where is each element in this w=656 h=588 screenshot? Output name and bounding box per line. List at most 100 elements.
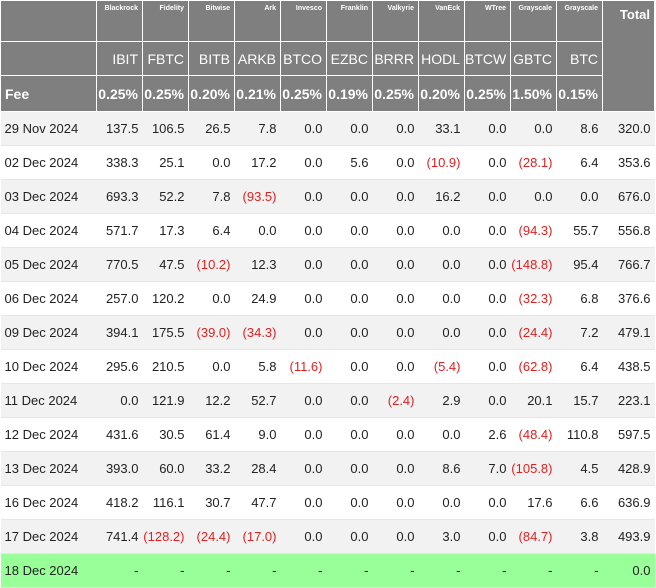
row-date: 04 Dec 2024	[0, 213, 97, 248]
flow-cell: 741.4	[96, 519, 143, 554]
flow-cell: 0.0	[280, 179, 327, 214]
flow-cell: -	[418, 553, 465, 588]
flow-cell: 0.0	[280, 485, 327, 520]
flow-cell: 137.5	[96, 111, 143, 146]
flow-cell: (84.7)	[510, 519, 557, 554]
flow-cell: 0.0	[280, 519, 327, 554]
flow-cell: 0.0	[464, 315, 511, 350]
flow-cell: (24.4)	[188, 519, 235, 554]
flow-cell: (39.0)	[188, 315, 235, 350]
row-date: 12 Dec 2024	[0, 417, 97, 452]
flow-cell: 0.0	[464, 145, 511, 180]
flow-cell: 28.4	[234, 451, 281, 486]
flow-cell: 2.9	[418, 383, 465, 418]
flow-cell: 30.5	[142, 417, 189, 452]
flow-cell: 0.0	[510, 111, 557, 146]
flow-cell: 0.0	[326, 451, 373, 486]
ticker-symbol: BRRR	[372, 41, 419, 76]
flow-cell: -	[234, 553, 281, 588]
row-total: 438.5	[602, 349, 655, 384]
flow-cell: 6.8	[556, 281, 603, 316]
flow-cell: 0.0	[418, 281, 465, 316]
flow-cell: 12.2	[188, 383, 235, 418]
flow-cell: 0.0	[372, 349, 419, 384]
flow-cell: 0.0	[372, 315, 419, 350]
flow-cell: 338.3	[96, 145, 143, 180]
issuer-name: Fidelity	[142, 0, 189, 42]
flow-cell: (34.3)	[234, 315, 281, 350]
issuer-name: Valkyrie	[372, 0, 419, 42]
flow-cell: 0.0	[280, 451, 327, 486]
table-row: 13 Dec 2024 393.0 60.0 33.2 28.4 0.0 0.0 0.0 8.6…	[0, 451, 655, 486]
flow-cell: 0.0	[280, 213, 327, 248]
issuer-name: WTree	[464, 0, 511, 42]
flow-cell: 431.6	[96, 417, 143, 452]
flow-cell: 0.0	[418, 485, 465, 520]
table-row: 16 Dec 2024 418.2 116.1 30.7 47.7 0.0 0.0 0.0 0.…	[0, 485, 655, 520]
row-total: 223.1	[602, 383, 655, 418]
flow-cell: (17.0)	[234, 519, 281, 554]
table-row: 29 Nov 2024 137.5 106.5 26.5 7.8 0.0 0.0 0.0 33.…	[0, 111, 655, 146]
flow-cell: 693.3	[96, 179, 143, 214]
fee-value: 0.20%	[418, 75, 465, 112]
flow-cell: 20.1	[510, 383, 557, 418]
flow-cell: -	[326, 553, 373, 588]
flow-cell: 52.7	[234, 383, 281, 418]
flow-cell: (93.5)	[234, 179, 281, 214]
flow-cell: 0.0	[188, 145, 235, 180]
flow-cell: 210.5	[142, 349, 189, 384]
row-total: 320.0	[602, 111, 655, 146]
flow-cell: 106.5	[142, 111, 189, 146]
flow-cell: 0.0	[280, 145, 327, 180]
fee-value: 0.25%	[464, 75, 511, 112]
flow-cell: 2.6	[464, 417, 511, 452]
flow-cell: (32.3)	[510, 281, 557, 316]
table-row: 03 Dec 2024 693.3 52.2 7.8 (93.5) 0.0 0.0 0.0 16…	[0, 179, 655, 214]
fee-value: 0.25%	[280, 75, 327, 112]
fee-value: 0.25%	[142, 75, 189, 112]
row-date: 05 Dec 2024	[0, 247, 97, 282]
flow-cell: 0.0	[188, 281, 235, 316]
flow-cell: 8.6	[418, 451, 465, 486]
flow-cell: 0.0	[326, 485, 373, 520]
ticker-symbol: ARKB	[234, 41, 281, 76]
fee-value: 0.25%	[96, 75, 143, 112]
table-row: 17 Dec 2024 741.4 (128.2) (24.4) (17.0) 0.0 0.…	[0, 519, 655, 554]
table-row: 06 Dec 2024 257.0 120.2 0.0 24.9 0.0 0.0 0.0 0.0…	[0, 281, 655, 316]
flow-cell: 175.5	[142, 315, 189, 350]
ticker-symbol: FBTC	[142, 41, 189, 76]
fee-value: 0.21%	[234, 75, 281, 112]
row-total: 556.8	[602, 213, 655, 248]
flow-cell: 7.0	[464, 451, 511, 486]
row-total: 353.6	[602, 145, 655, 180]
flow-cell: 0.0	[280, 315, 327, 350]
table-header: Blackrock Fidelity Bitwise Ark Invesco Frankl…	[0, 0, 655, 112]
flow-cell: -	[464, 553, 511, 588]
flow-cell: 0.0	[372, 145, 419, 180]
flow-cell: 3.0	[418, 519, 465, 554]
row-total: 428.9	[602, 451, 655, 486]
issuer-name: Blackrock	[96, 0, 143, 42]
flow-cell: (48.4)	[510, 417, 557, 452]
flow-cell: 7.8	[234, 111, 281, 146]
flow-cell: 0.0	[280, 111, 327, 146]
flow-cell: 0.0	[464, 179, 511, 214]
table-row: 04 Dec 2024 571.7 17.3 6.4 0.0 0.0 0.0 0.0 0.0 0.…	[0, 213, 655, 248]
fee-value: 1.50%	[510, 75, 557, 112]
flow-cell: 0.0	[280, 281, 327, 316]
ticker-symbol: BITB	[188, 41, 235, 76]
flow-cell: (5.4)	[418, 349, 465, 384]
flow-cell: 26.5	[188, 111, 235, 146]
flow-cell: 52.2	[142, 179, 189, 214]
row-total: 493.9	[602, 519, 655, 554]
flow-cell: 110.8	[556, 417, 603, 452]
flow-cell: 116.1	[142, 485, 189, 520]
flow-cell: 15.7	[556, 383, 603, 418]
flow-cell: 47.7	[234, 485, 281, 520]
table-row: 05 Dec 2024 770.5 47.5 (10.2) 12.3 0.0 0.0 0.0 0…	[0, 247, 655, 282]
flow-cell: 33.1	[418, 111, 465, 146]
flow-cell: 0.0	[464, 383, 511, 418]
flow-cell: 7.2	[556, 315, 603, 350]
flow-cell: 61.4	[188, 417, 235, 452]
